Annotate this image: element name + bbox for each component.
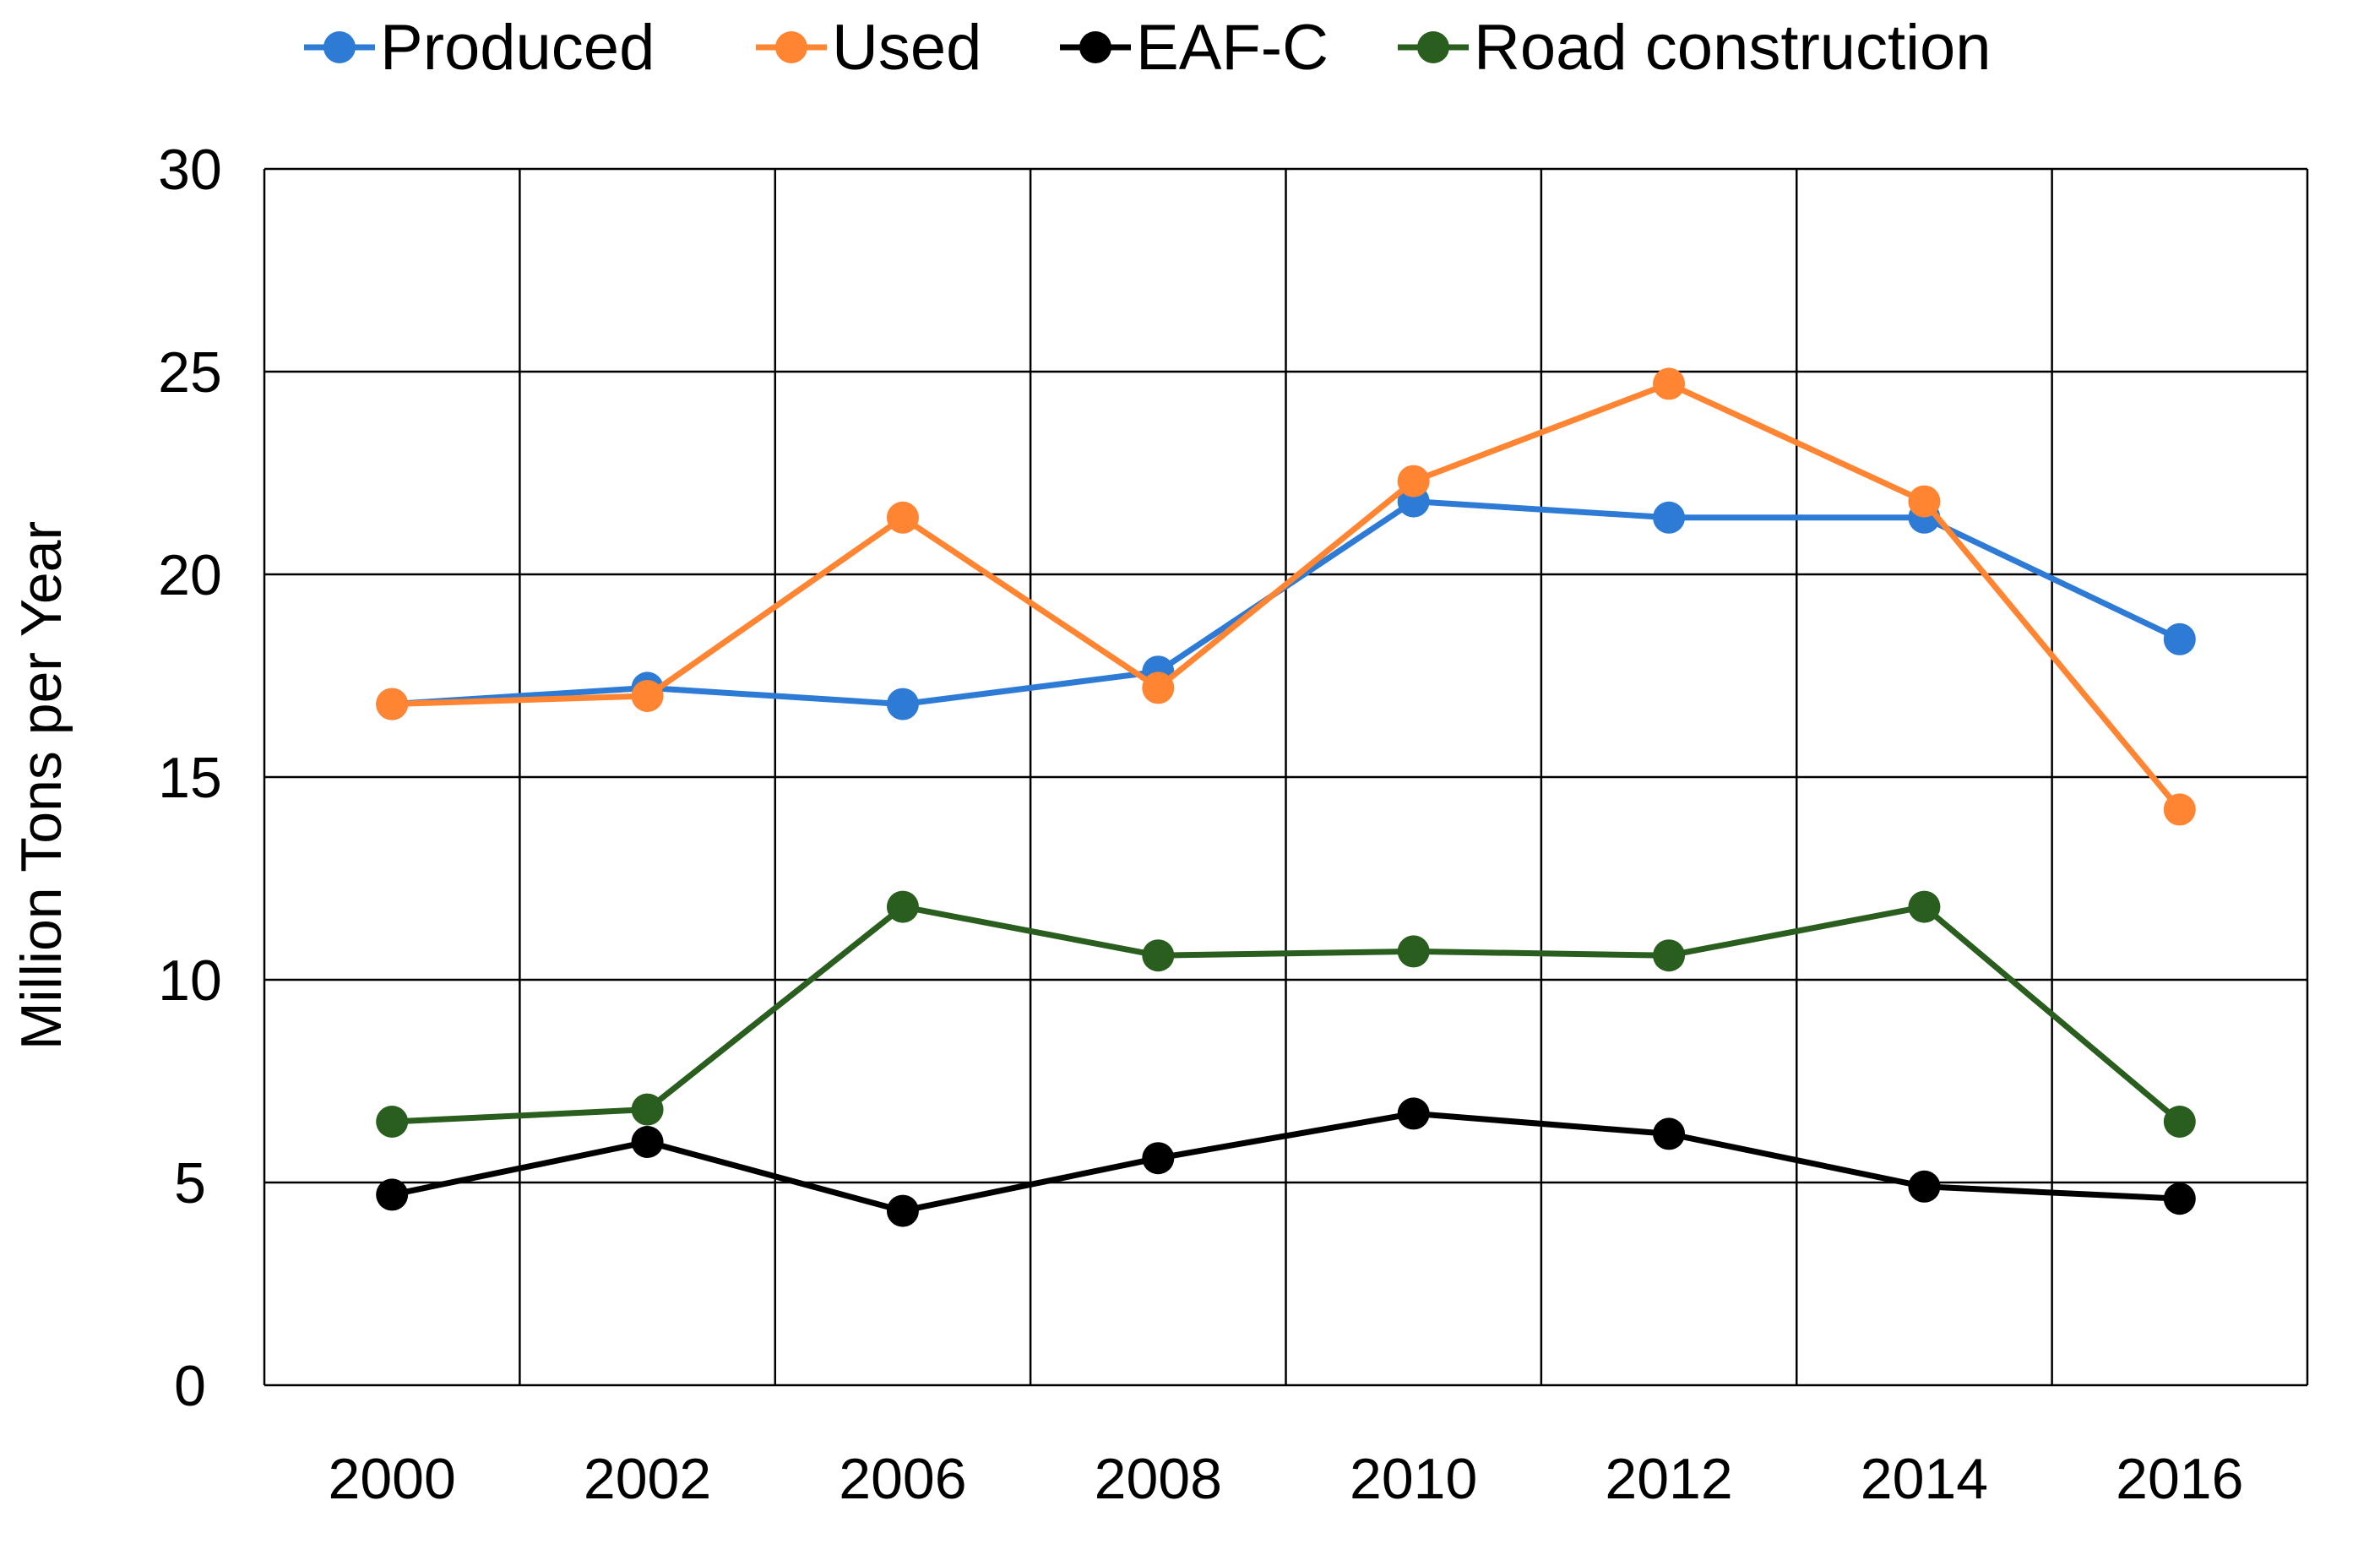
legend-item-used: Used <box>756 12 981 84</box>
data-point-eaf-c <box>886 1194 919 1227</box>
x-tick-label: 2014 <box>1861 1447 1988 1511</box>
data-point-road-construction <box>1653 939 1686 972</box>
legend-label: EAF-C <box>1136 12 1329 84</box>
data-point-used <box>2163 793 2196 826</box>
legend-item-eaf-c: EAF-C <box>1060 12 1329 84</box>
legend-item-produced: Produced <box>304 12 655 84</box>
x-tick-label: 2000 <box>329 1447 456 1511</box>
data-point-eaf-c <box>1653 1117 1686 1150</box>
data-point-eaf-c <box>376 1178 409 1211</box>
y-tick-label: 0 <box>174 1354 206 1418</box>
data-point-road-construction <box>631 1093 664 1126</box>
x-axis-ticks: 2000 2002 2006 2008 2010 2012 2014 2016 <box>329 1447 2244 1511</box>
y-tick-label: 5 <box>174 1151 206 1215</box>
x-tick-label: 2006 <box>839 1447 966 1511</box>
legend-label: Road construction <box>1474 12 1991 84</box>
x-tick-label: 2002 <box>584 1447 711 1511</box>
data-point-used <box>631 680 664 712</box>
series-layer <box>376 367 2196 1227</box>
y-axis-title: Million Tons per Year <box>9 521 73 1050</box>
series-used <box>376 367 2196 826</box>
y-axis-ticks: 0 5 10 15 20 25 30 <box>158 138 222 1418</box>
data-point-used <box>1397 465 1430 497</box>
legend-item-road-construction: Road construction <box>1398 12 1991 84</box>
series-line-used <box>392 380 2182 812</box>
series-road-construction <box>376 890 2196 1138</box>
legend-swatch-marker <box>1079 31 1111 63</box>
data-point-road-construction <box>2163 1106 2196 1138</box>
data-point-road-construction <box>376 1106 409 1138</box>
data-point-produced <box>1653 501 1686 534</box>
data-point-produced <box>886 688 919 720</box>
legend-swatch-marker <box>1417 31 1449 63</box>
data-point-eaf-c <box>1908 1170 1941 1203</box>
legend-label: Used <box>832 12 981 84</box>
y-tick-label: 10 <box>158 949 222 1013</box>
data-point-road-construction <box>1908 890 1941 923</box>
data-point-eaf-c <box>1397 1097 1430 1130</box>
series-eaf-c <box>376 1097 2196 1227</box>
y-tick-label: 15 <box>158 746 222 810</box>
x-tick-label: 2010 <box>1350 1447 1477 1511</box>
data-point-used <box>886 501 919 534</box>
data-point-produced <box>2163 622 2196 655</box>
data-point-road-construction <box>886 890 919 923</box>
series-line-road-construction <box>392 904 2182 1125</box>
series-line-eaf-c <box>391 1110 2180 1215</box>
legend: Produced Used EAF-C Road construction <box>304 12 1991 84</box>
data-point-used <box>1142 671 1175 704</box>
data-point-eaf-c <box>2163 1182 2196 1215</box>
data-point-used <box>1653 367 1686 400</box>
legend-swatch-marker <box>775 31 807 63</box>
x-tick-label: 2008 <box>1095 1447 1222 1511</box>
data-point-road-construction <box>1142 939 1175 972</box>
data-point-used <box>1908 485 1941 518</box>
data-point-eaf-c <box>1142 1142 1175 1175</box>
plot-area: 0 5 10 15 20 25 30 2000 2002 2006 2008 2010 2012 201… <box>158 138 2309 1511</box>
x-tick-label: 2016 <box>2116 1447 2243 1511</box>
y-tick-label: 20 <box>158 543 222 607</box>
y-tick-label: 30 <box>158 138 222 202</box>
data-point-eaf-c <box>631 1126 664 1158</box>
legend-label: Produced <box>380 12 655 84</box>
x-tick-label: 2012 <box>1605 1447 1732 1511</box>
legend-swatch-marker <box>323 31 356 63</box>
y-tick-label: 25 <box>158 340 222 405</box>
data-point-road-construction <box>1397 935 1430 968</box>
data-point-used <box>376 688 409 720</box>
